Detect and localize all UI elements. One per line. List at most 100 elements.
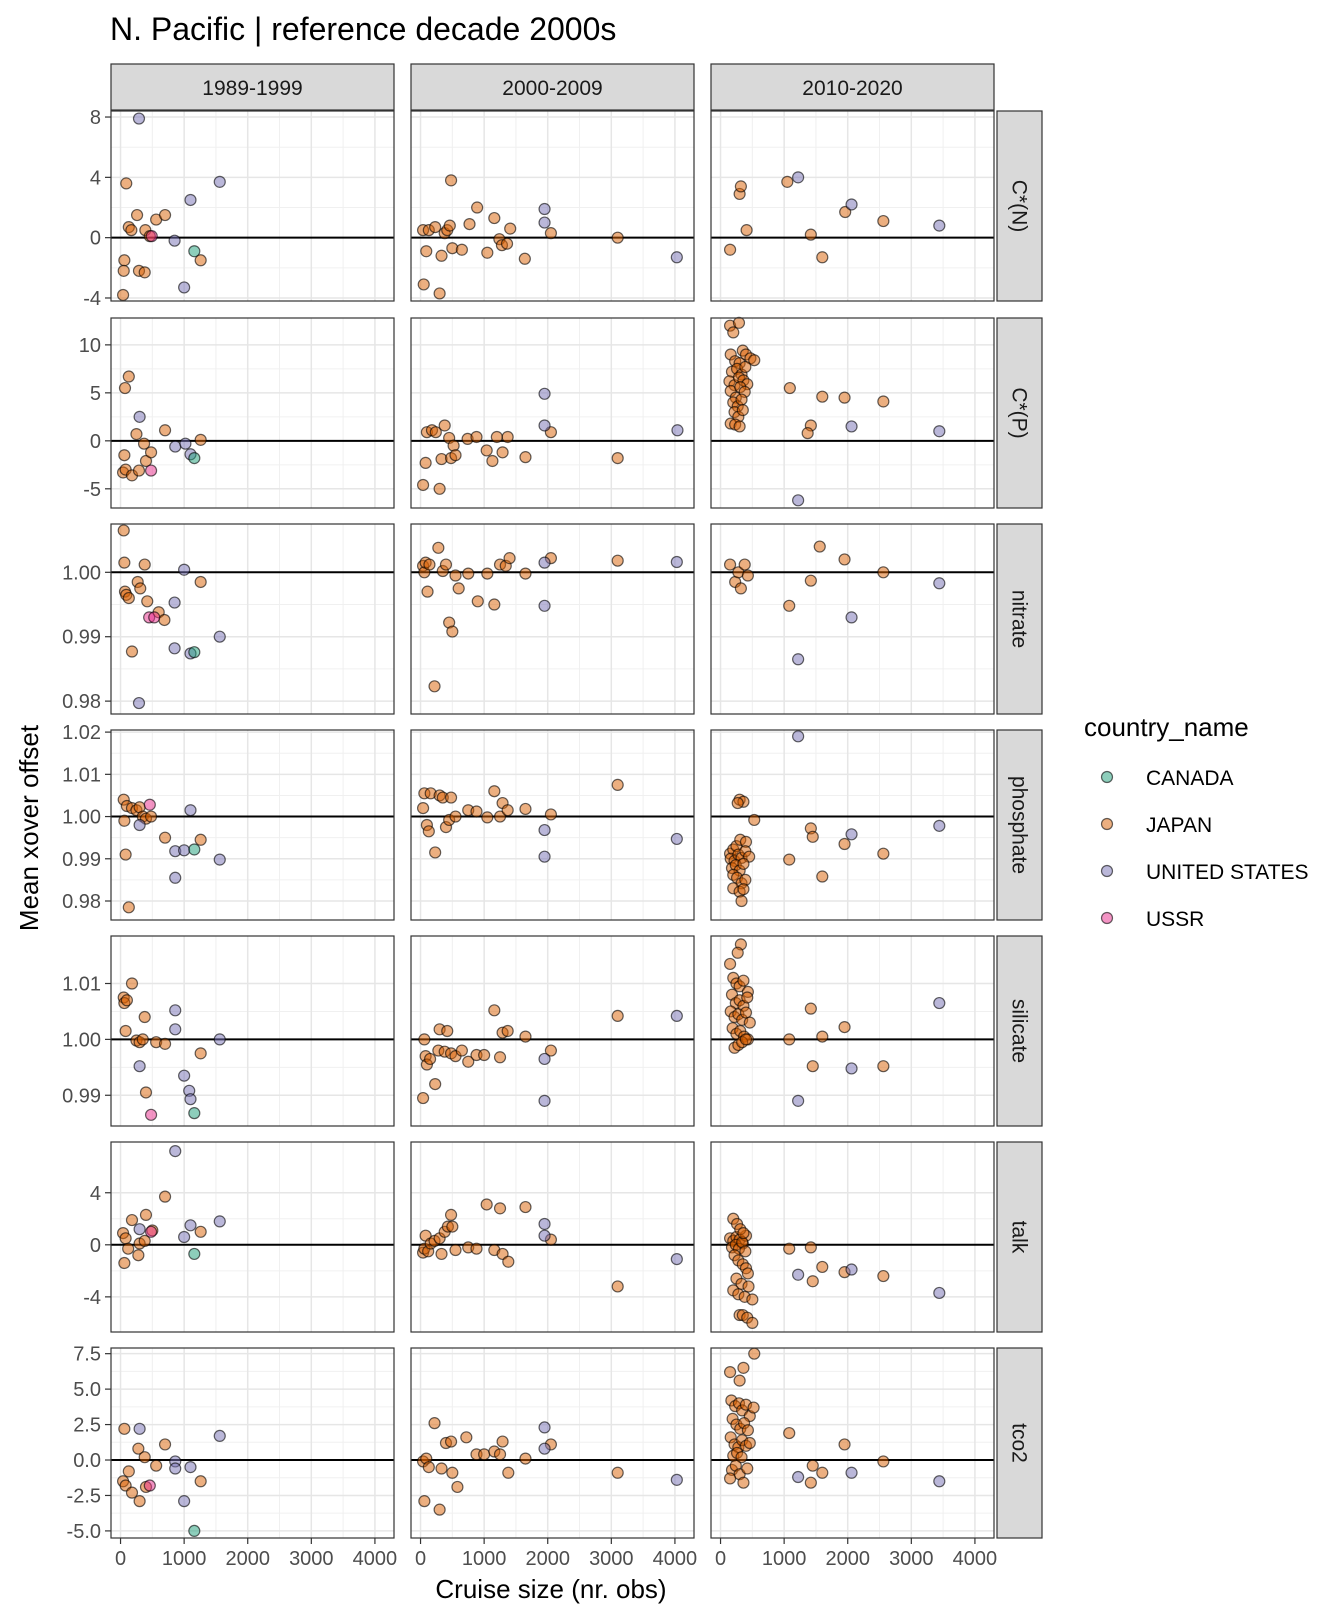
data-point-japan (743, 1016, 756, 1029)
data-point-united-states (133, 818, 146, 832)
data-point-japan (737, 857, 750, 870)
panel-border (410, 1141, 695, 1333)
row-strip-1 (996, 317, 1043, 509)
data-point-japan (519, 1030, 532, 1043)
data-point-japan (122, 1242, 135, 1255)
panel-background (411, 111, 694, 301)
data-point-japan (141, 595, 154, 608)
data-point-japan (120, 177, 133, 190)
panel (410, 317, 695, 509)
data-point-japan (488, 598, 501, 611)
data-point-japan (416, 478, 430, 492)
data-point-japan (423, 558, 436, 571)
data-point-japan (118, 556, 131, 569)
data-point-japan (493, 1051, 507, 1064)
data-point-japan (502, 1466, 515, 1479)
data-point-japan (481, 567, 494, 580)
panel (110, 523, 395, 715)
data-point-japan (611, 231, 624, 244)
panel-border (410, 1347, 695, 1539)
chart-title: N. Pacific | reference decade 2000s (110, 11, 616, 47)
data-point-japan (519, 1452, 532, 1465)
data-point-japan (446, 1466, 459, 1479)
data-point-japan (723, 243, 737, 256)
panel-background (111, 1348, 394, 1538)
data-point-united-states (670, 1253, 683, 1266)
data-point-united-states (132, 696, 146, 710)
y-tick-label: 1.01 (62, 974, 101, 996)
data-point-japan (120, 994, 133, 1007)
data-point-japan (125, 977, 139, 990)
data-point-united-states (845, 198, 858, 211)
panel (110, 1141, 395, 1333)
data-point-japan (433, 287, 446, 300)
data-point-united-states (169, 1145, 182, 1158)
column-strip-2 (710, 63, 995, 111)
data-point-united-states (845, 1263, 858, 1276)
data-point-japan (804, 574, 817, 587)
legend-label: UNITED STATES (1146, 861, 1309, 884)
data-point-japan (443, 219, 456, 232)
data-point-japan (446, 1220, 459, 1233)
data-point-japan (118, 254, 131, 267)
data-point-japan (480, 1198, 493, 1211)
data-point-japan (478, 1048, 491, 1062)
data-point-japan (806, 1060, 819, 1073)
panel-background (711, 1348, 994, 1538)
data-point-united-states (792, 1268, 805, 1281)
panel-border (410, 110, 695, 302)
data-point-japan (194, 433, 207, 446)
panel (410, 935, 695, 1127)
data-point-canada (188, 1247, 201, 1261)
data-point-japan (421, 585, 434, 598)
data-point-japan (877, 1060, 890, 1073)
data-point-united-states (538, 202, 551, 216)
data-point-japan (806, 830, 819, 843)
data-point-japan (429, 426, 442, 439)
data-point-united-states (538, 387, 551, 400)
data-point-japan (816, 1260, 829, 1274)
column-strip-1 (410, 63, 695, 111)
panel (110, 1347, 395, 1539)
data-point-japan (488, 211, 501, 225)
x-tick-label: 4000 (953, 1548, 998, 1570)
y-tick-label: 0.99 (62, 849, 101, 871)
data-point-japan (417, 278, 430, 291)
row-strip-2 (996, 523, 1043, 715)
data-point-japan (739, 1006, 753, 1019)
data-point-united-states (670, 555, 683, 569)
data-point-japan (732, 316, 746, 329)
panel (410, 729, 695, 921)
panel-background (711, 936, 994, 1126)
data-point-japan (783, 599, 796, 612)
data-point-japan (488, 1004, 501, 1017)
data-point-japan (439, 558, 453, 571)
data-point-united-states (133, 1422, 146, 1435)
data-point-united-states (133, 1060, 146, 1073)
data-point-japan (503, 552, 516, 565)
data-point-japan (741, 569, 754, 582)
data-point-united-states (670, 251, 683, 264)
data-point-japan (504, 222, 517, 235)
data-point-japan (801, 427, 814, 440)
x-tick-label: 2000 (825, 1548, 870, 1570)
data-point-japan (429, 846, 442, 859)
data-point-japan (804, 228, 817, 241)
data-point-japan (743, 1436, 756, 1450)
data-point-japan (451, 1480, 464, 1494)
data-point-canada (188, 1524, 201, 1538)
data-point-japan (158, 1037, 172, 1050)
data-point-united-states (792, 653, 805, 666)
data-point-japan (422, 825, 435, 838)
data-point-japan (733, 1374, 746, 1387)
data-point-japan (449, 810, 462, 823)
data-point-united-states (213, 853, 226, 866)
x-tick-label: 4000 (653, 1548, 698, 1570)
data-point-japan (748, 813, 761, 827)
panel-border (110, 1347, 395, 1539)
data-point-japan (741, 1267, 754, 1280)
data-point-united-states (933, 1286, 946, 1300)
data-point-canada (188, 1107, 201, 1120)
data-point-japan (455, 1044, 468, 1057)
y-tick-label: 0 (90, 1235, 101, 1257)
